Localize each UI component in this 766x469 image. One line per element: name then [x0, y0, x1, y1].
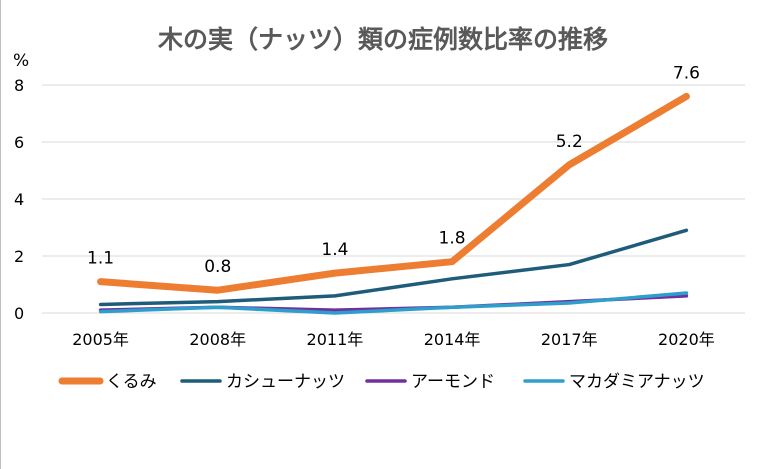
y-tick-label: 4	[14, 190, 24, 209]
data-label: 1.4	[321, 240, 348, 260]
data-label: 5.2	[556, 132, 583, 152]
x-axis-ticks: 2005年 2008年 2011年 2014年 2017年 2020年	[72, 330, 715, 349]
legend-label: アーモンド	[411, 372, 495, 392]
series-line-0	[97, 92, 690, 294]
y-tick-label: 6	[14, 133, 24, 152]
x-tick-label: 2005年	[72, 330, 129, 349]
y-axis-unit: %	[13, 51, 29, 71]
left-border	[0, 0, 1, 469]
chart-title: 木の実（ナッツ）類の症例数比率の推移	[157, 25, 608, 54]
y-tick-label: 8	[14, 76, 24, 95]
series-lines	[97, 92, 690, 315]
x-tick-label: 2017年	[541, 330, 598, 349]
data-label: 1.8	[439, 229, 466, 249]
legend-label: カシューナッツ	[226, 372, 345, 392]
data-label: 0.8	[204, 257, 231, 277]
legend: くるみ カシューナッツ アーモンド マカダミアナッツ	[58, 372, 705, 392]
gridlines	[42, 84, 745, 314]
data-label: 7.6	[673, 63, 700, 83]
x-tick-label: 2020年	[658, 330, 715, 349]
legend-label: マカダミアナッツ	[569, 372, 705, 392]
series-line-1	[98, 228, 689, 307]
data-label: 1.1	[87, 249, 114, 269]
y-tick-label: 2	[14, 247, 24, 266]
x-tick-label: 2014年	[424, 330, 481, 349]
x-tick-label: 2008年	[189, 330, 246, 349]
x-tick-label: 2011年	[307, 330, 364, 349]
series-line-3	[98, 291, 689, 315]
data-labels: 1.1 0.8 1.4 1.8 5.2 7.6	[87, 63, 700, 277]
legend-label: くるみ	[106, 372, 157, 392]
y-tick-label: 0	[14, 304, 24, 323]
y-axis-ticks: 0 2 4 6 8	[14, 76, 24, 323]
